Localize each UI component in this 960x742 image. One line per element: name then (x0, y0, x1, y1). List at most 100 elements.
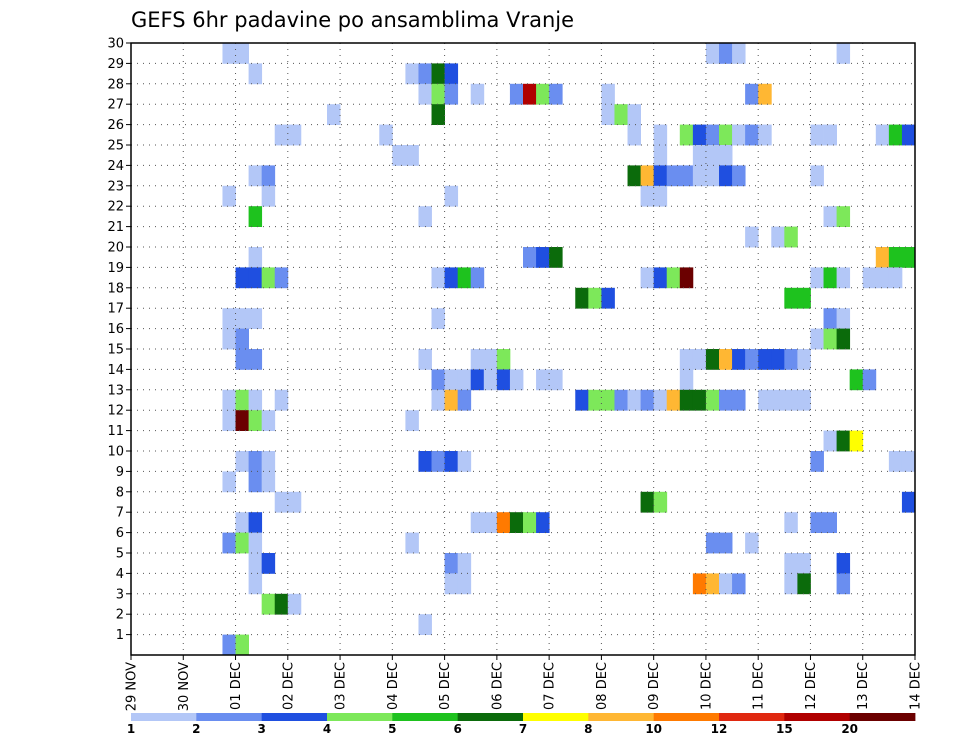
heatmap-cell (431, 63, 445, 85)
heatmap-cell (888, 124, 903, 146)
x-tick-label: 29 NOV (125, 662, 140, 711)
heatmap-cell (732, 124, 746, 146)
heatmap-cell (575, 389, 589, 411)
heatmap-cell (797, 287, 811, 309)
heatmap-cell (810, 267, 824, 289)
heatmap-cell (496, 512, 511, 533)
heatmap-cell (509, 83, 524, 105)
heatmap-cell (679, 389, 694, 411)
heatmap-cell (888, 451, 903, 472)
heatmap-cell (797, 349, 811, 370)
heatmap-cell (222, 308, 236, 329)
heatmap-cell (457, 267, 472, 289)
heatmap-cell (248, 165, 263, 187)
x-tick-label: 09 DEC (647, 662, 662, 710)
y-tick-label: 4 (116, 567, 124, 582)
heatmap-cell (222, 389, 236, 411)
heatmap-cell (888, 247, 903, 268)
heatmap-cell (614, 104, 628, 125)
heatmap-cell (640, 491, 655, 513)
heatmap-cell (287, 491, 302, 513)
heatmap-cell (758, 349, 772, 370)
heatmap-cell (457, 369, 472, 391)
heatmap-cell (705, 145, 720, 166)
heatmap-cell (457, 573, 472, 595)
heatmap-cell (705, 124, 720, 146)
heatmap-cell (431, 369, 445, 391)
heatmap-cell (640, 267, 655, 289)
heatmap-cell (248, 389, 263, 411)
heatmap-cell (719, 573, 733, 595)
heatmap-cell (823, 124, 837, 146)
heatmap-cell (235, 410, 249, 431)
heatmap-cell (823, 267, 837, 289)
heatmap-cell (235, 328, 249, 350)
heatmap-cell (523, 512, 537, 533)
heatmap-cell (248, 349, 263, 370)
heatmap-cell (653, 124, 668, 146)
heatmap-cell (901, 124, 916, 146)
heatmap-cell (457, 389, 472, 411)
heatmap-cell (248, 308, 263, 329)
x-tick-label: 03 DEC (334, 662, 349, 710)
heatmap-cell (444, 573, 459, 595)
heatmap-cell (601, 104, 615, 125)
colorbar-swatch (653, 713, 720, 721)
heatmap-cell (444, 389, 459, 411)
heatmap-cell (470, 83, 485, 105)
x-tick-label: 04 DEC (386, 662, 401, 710)
heatmap-cell (679, 267, 694, 289)
heatmap-cell (719, 165, 733, 187)
chart-title: GEFS 6hr padavine po ansamblima Vranje (131, 8, 574, 32)
heatmap-cell (875, 247, 890, 268)
y-tick-label: 19 (107, 261, 124, 276)
heatmap-cell (431, 267, 445, 289)
colorbar-swatch (523, 713, 589, 721)
heatmap-cell (784, 512, 798, 533)
heatmap-cell (327, 104, 341, 125)
x-axis-ticks: 29 NOV 30 NOV 01 DEC 02 DEC 03 DEC 04 DEC 05 D… (125, 655, 924, 711)
heatmap-cell (431, 308, 445, 329)
heatmap-cell (248, 410, 263, 431)
heatmap-cell (235, 634, 249, 656)
heatmap-cell (261, 471, 276, 493)
y-tick-label: 27 (107, 98, 124, 113)
heatmap-cell (470, 512, 485, 533)
heatmap-cell (431, 104, 445, 125)
heatmap-cell (745, 226, 759, 248)
heatmap-cell (758, 83, 772, 105)
heatmap-cell (797, 573, 811, 595)
heatmap-cell (705, 349, 720, 370)
heatmap-cell (418, 349, 432, 370)
heatmap-cell (405, 63, 419, 85)
colorbar-tick-label: 15 (776, 722, 793, 736)
heatmap-cell (797, 389, 811, 411)
heatmap-cell (653, 145, 668, 166)
heatmap-cell (719, 349, 733, 370)
heatmap-cell (719, 124, 733, 146)
heatmap-cell (875, 124, 890, 146)
heatmap-cell (653, 491, 668, 513)
heatmap-cell (274, 593, 289, 615)
heatmap-cell (496, 349, 511, 370)
heatmap-cell (457, 553, 472, 574)
heatmap-cell (483, 512, 498, 533)
heatmap-cell (849, 430, 864, 452)
x-tick-label: 10 DEC (699, 662, 714, 710)
heatmap-cell (261, 593, 276, 615)
heatmap-cell (719, 43, 733, 64)
heatmap-cell (771, 389, 785, 411)
x-tick-label: 08 DEC (595, 662, 610, 710)
heatmap-cell (248, 451, 263, 472)
y-tick-label: 13 (107, 383, 124, 398)
heatmap-cell (248, 573, 263, 595)
heatmap-cell (732, 349, 746, 370)
y-tick-label: 23 (107, 179, 124, 194)
heatmap-cell (274, 491, 289, 513)
heatmap-cell (261, 267, 276, 289)
heatmap-cell (719, 145, 733, 166)
heatmap-cell (666, 389, 681, 411)
heatmap-cell (549, 247, 563, 268)
heatmap-cell (875, 267, 890, 289)
